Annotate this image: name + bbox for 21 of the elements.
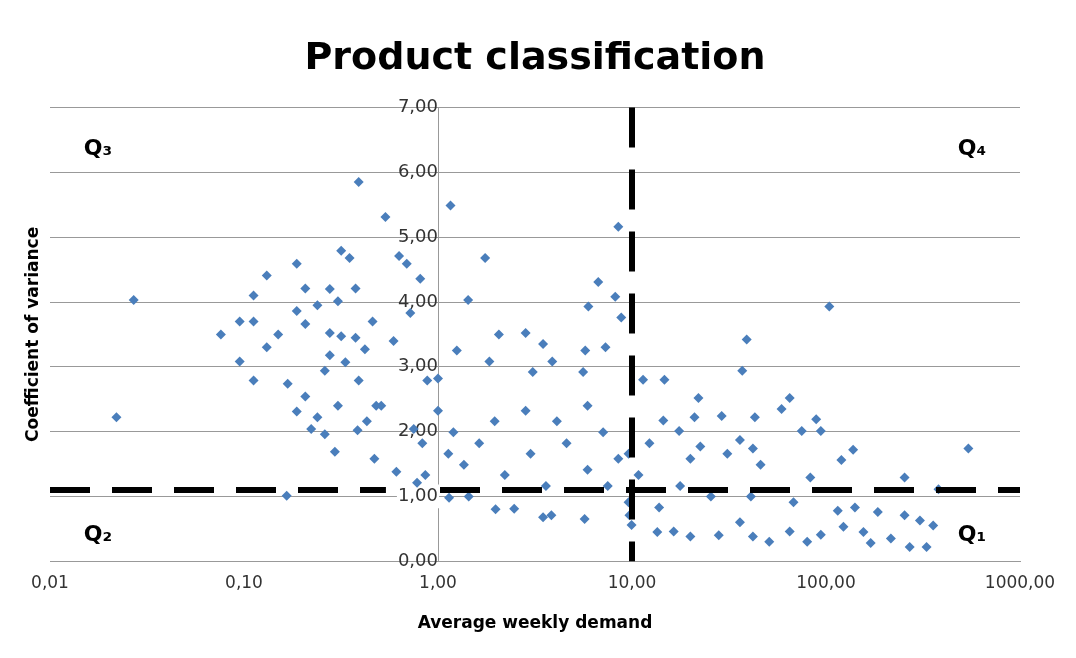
y-tick-label: 0,00 bbox=[397, 548, 438, 570]
y-tick-label: 2,00 bbox=[397, 419, 438, 441]
chart-title: Product classification bbox=[304, 33, 766, 78]
x-tick-label: 1000,00 bbox=[984, 571, 1056, 592]
x-tick-label: 0,10 bbox=[225, 571, 263, 592]
x-tick-label: 100,00 bbox=[796, 571, 856, 592]
x-tick-label: 0,01 bbox=[31, 571, 69, 592]
x-axis-title: Average weekly demand bbox=[417, 612, 653, 633]
y-tick-label: 4,00 bbox=[397, 289, 438, 311]
annotation: Q₄ bbox=[957, 135, 987, 161]
y-axis-title: Coefficient of variance bbox=[22, 226, 43, 442]
y-tick-label: 1,00 bbox=[397, 484, 438, 506]
x-tick-label: 1,00 bbox=[419, 571, 457, 592]
y-tick-label: 3,00 bbox=[397, 354, 438, 376]
y-tick-label: 5,00 bbox=[397, 224, 438, 246]
y-tick-label: 6,00 bbox=[397, 160, 438, 182]
annotation: Q₂ bbox=[83, 520, 113, 546]
x-tick-label: 10,00 bbox=[607, 571, 657, 592]
annotation: Q₃ bbox=[83, 135, 113, 161]
annotation: Q₁ bbox=[957, 520, 987, 546]
y-tick-label: 7,00 bbox=[397, 95, 438, 117]
